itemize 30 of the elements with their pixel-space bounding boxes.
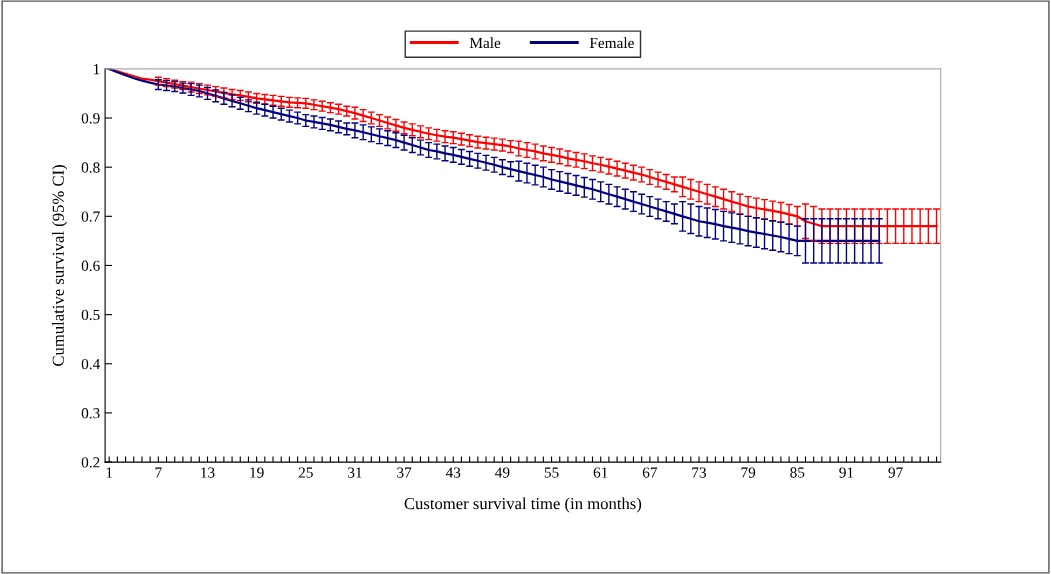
x-tick-label: 61: [593, 467, 608, 478]
y-tick-label: 0.8: [81, 162, 100, 173]
y-tick-label: 0.3: [81, 408, 100, 419]
y-tick-label: 1: [93, 64, 100, 75]
x-tick-label: 97: [888, 467, 903, 478]
x-tick-label: 49: [495, 467, 510, 478]
x-tick-label: 73: [692, 467, 707, 478]
legend-label: Female: [589, 37, 634, 49]
y-tick-label: 0.7: [81, 211, 100, 222]
y-tick-label: 0.2: [81, 457, 100, 468]
x-tick-label: 25: [298, 467, 313, 478]
y-tick-label: 0.6: [81, 260, 100, 271]
x-tick-label: 31: [348, 467, 362, 478]
x-tick-label: 67: [642, 467, 658, 478]
y-tick-label: 0.4: [81, 358, 100, 370]
x-tick-label: 85: [790, 467, 805, 478]
x-tick-label: 7: [155, 467, 162, 478]
y-axis-title: Cumulative survival (95% CI): [52, 165, 68, 366]
x-tick-label: 43: [445, 467, 461, 478]
x-axis-title: Customer survival time (in months): [404, 497, 642, 513]
y-tick-label: 0.5: [81, 309, 100, 321]
x-tick-label: 19: [250, 467, 264, 478]
x-tick-label: 55: [544, 467, 559, 478]
x-tick-label: 13: [201, 467, 215, 478]
x-tick-label: 37: [397, 467, 412, 478]
legend-label: Male: [469, 37, 501, 49]
y-tick-label: 0.9: [81, 113, 100, 124]
x-tick-label: 1: [106, 467, 113, 478]
x-tick-label: 91: [839, 467, 854, 478]
x-tick-label: 79: [741, 467, 756, 478]
